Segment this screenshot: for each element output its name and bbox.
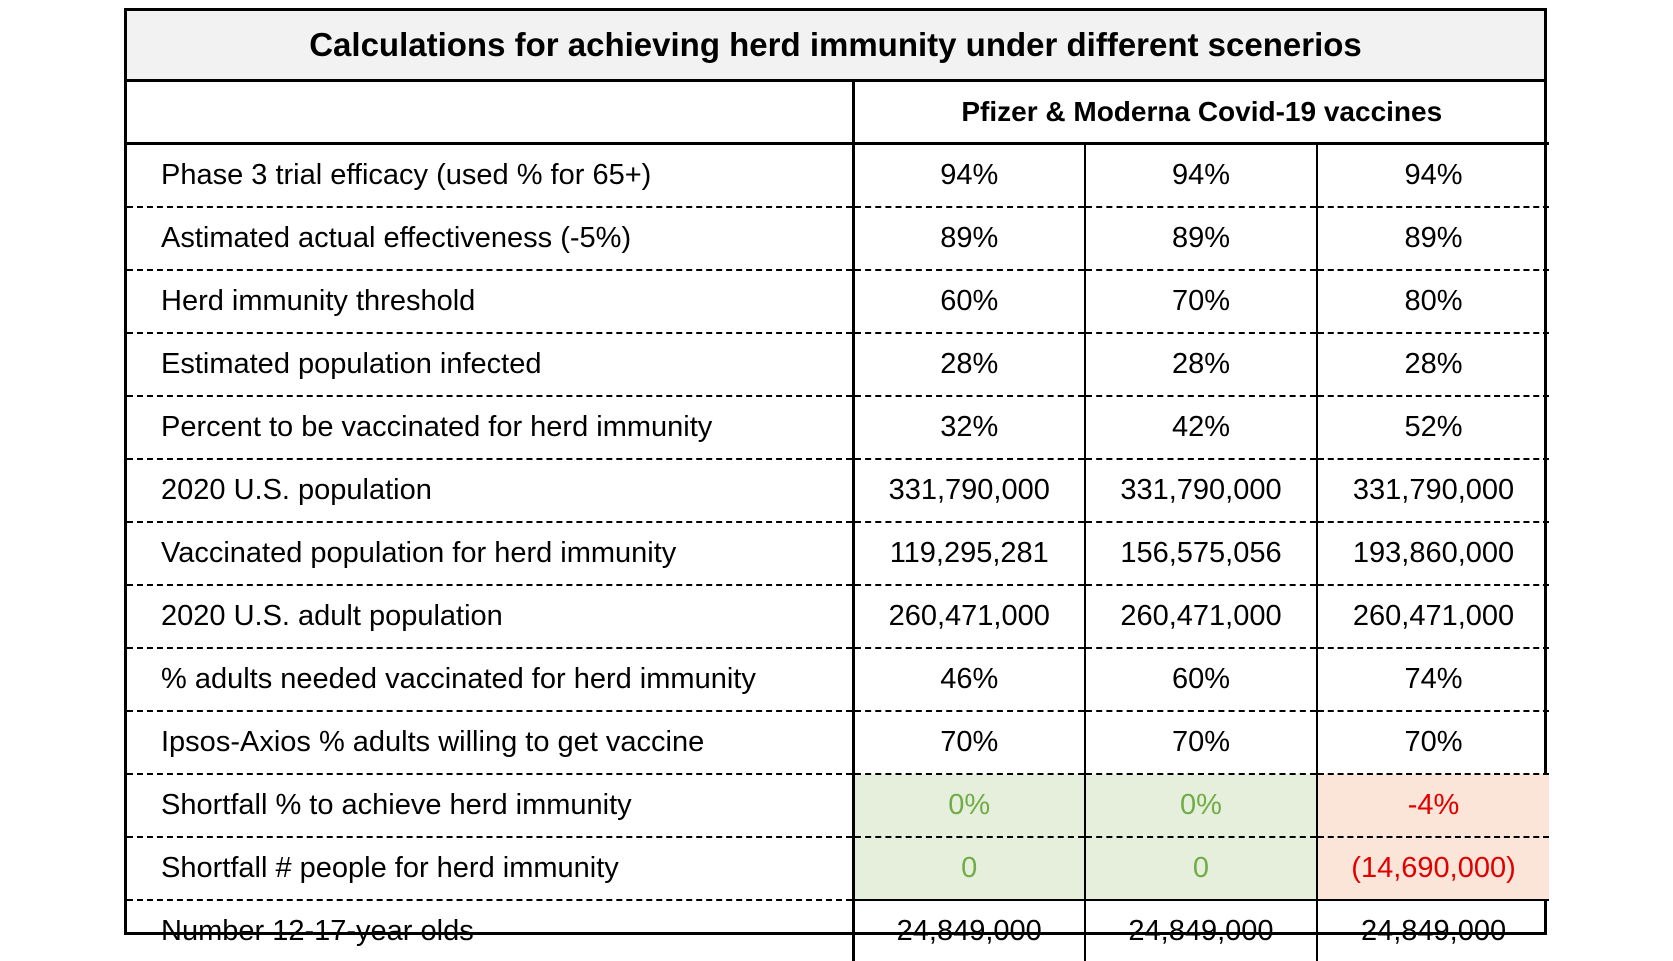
scenario-2-value: 94% <box>1084 143 1317 208</box>
table-row: Vaccinated population for herd immunity … <box>127 522 1550 586</box>
table-row: Shortfall % to achieve herd immunity 0% … <box>127 774 1550 838</box>
scenario-3-value: 331,790,000 <box>1315 459 1550 523</box>
scenario-3-value: -4% <box>1315 774 1550 838</box>
table-row: 2020 U.S. adult population 260,471,000 2… <box>127 585 1550 649</box>
vaccine-group-header: Pfizer & Moderna Covid-19 vaccines <box>851 82 1550 145</box>
header-empty-cell <box>127 82 853 145</box>
table-row: 2020 U.S. population 331,790,000 331,790… <box>127 459 1550 523</box>
scenario-1-value: 24,849,000 <box>851 900 1085 961</box>
scenario-3-value: 28% <box>1315 333 1550 397</box>
row-label: Shortfall % to achieve herd immunity <box>127 774 853 838</box>
scenario-2-value: 70% <box>1084 270 1317 334</box>
table-row: % adults needed vaccinated for herd immu… <box>127 648 1550 712</box>
scenario-2-value: 24,849,000 <box>1084 900 1317 961</box>
scenario-1-value: 28% <box>851 333 1085 397</box>
table-row: Estimated population infected 28% 28% 28… <box>127 333 1550 397</box>
row-label: Number 12-17-year olds <box>161 914 474 947</box>
scenario-1-value: 60% <box>851 270 1085 334</box>
calculations-table: Pfizer & Moderna Covid-19 vaccines Phase… <box>127 82 1550 961</box>
scenario-1-value: 0% <box>851 774 1085 838</box>
scenario-2-value: 156,575,056 <box>1084 522 1317 586</box>
scenario-1-value: 0 <box>851 837 1085 901</box>
row-label: 2020 U.S. population <box>127 459 853 523</box>
table-row: Phase 3 trial efficacy (used % for 65+) … <box>127 143 1550 208</box>
scenario-1-value: 119,295,281 <box>851 522 1085 586</box>
row-label: 2020 U.S. adult population <box>127 585 853 649</box>
scenario-3-value: (14,690,000) <box>1315 837 1550 901</box>
table-row: Ipsos-Axios % adults willing to get vacc… <box>127 711 1550 775</box>
row-label: Percent to be vaccinated for herd immuni… <box>127 396 853 460</box>
scenario-2-value: 42% <box>1084 396 1317 460</box>
herd-immunity-table-frame: Calculations for achieving herd immunity… <box>124 8 1550 961</box>
scenario-1-value: 46% <box>851 648 1085 712</box>
table-row: Herd immunity threshold 60% 70% 80% <box>127 270 1550 334</box>
table-row: Shortfall # people for herd immunity 0 0… <box>127 837 1550 901</box>
scenario-2-value: 60% <box>1084 648 1317 712</box>
scenario-1-value: 70% <box>851 711 1085 775</box>
scenario-3-value: 80% <box>1315 270 1550 334</box>
table-row: Astimated actual effectiveness (-5%) 89%… <box>127 207 1550 271</box>
scenario-2-value: 70% <box>1084 711 1317 775</box>
scenario-1-value: 94% <box>851 143 1085 208</box>
table-title: Calculations for achieving herd immunity… <box>127 11 1544 82</box>
scenario-3-value: 24,849,000 <box>1315 900 1550 961</box>
row-label: % adults needed vaccinated for herd immu… <box>127 648 853 712</box>
row-label: Herd immunity threshold <box>127 270 853 334</box>
scenario-1-value: 89% <box>851 207 1085 271</box>
row-label: Phase 3 trial efficacy (used % for 65+) <box>127 143 853 208</box>
scenario-3-value: 193,860,000 <box>1315 522 1550 586</box>
scenario-3-value: 94% <box>1315 143 1550 208</box>
row-label: Vaccinated population for herd immunity <box>127 522 853 586</box>
table-row: Number 12-17-year olds 24,849,000 24,849… <box>127 900 1550 961</box>
scenario-3-value: 70% <box>1315 711 1550 775</box>
row-label: Shortfall # people for herd immunity <box>127 837 853 901</box>
scenario-2-value: 89% <box>1084 207 1317 271</box>
scenario-3-value: 260,471,000 <box>1315 585 1550 649</box>
scenario-1-value: 331,790,000 <box>851 459 1085 523</box>
scenario-2-value: 260,471,000 <box>1084 585 1317 649</box>
scenario-3-value: 89% <box>1315 207 1550 271</box>
row-label: Ipsos-Axios % adults willing to get vacc… <box>127 711 853 775</box>
scenario-2-value: 0% <box>1084 774 1317 838</box>
header-row: Pfizer & Moderna Covid-19 vaccines <box>127 82 1550 145</box>
scenario-3-value: 74% <box>1315 648 1550 712</box>
scenario-1-value: 32% <box>851 396 1085 460</box>
scenario-2-value: 28% <box>1084 333 1317 397</box>
row-label: Estimated population infected <box>127 333 853 397</box>
scenario-2-value: 0 <box>1084 837 1317 901</box>
scenario-1-value: 260,471,000 <box>851 585 1085 649</box>
row-label: Astimated actual effectiveness (-5%) <box>127 207 853 271</box>
scenario-3-value: 52% <box>1315 396 1550 460</box>
table-row: Percent to be vaccinated for herd immuni… <box>127 396 1550 460</box>
scenario-2-value: 331,790,000 <box>1084 459 1317 523</box>
